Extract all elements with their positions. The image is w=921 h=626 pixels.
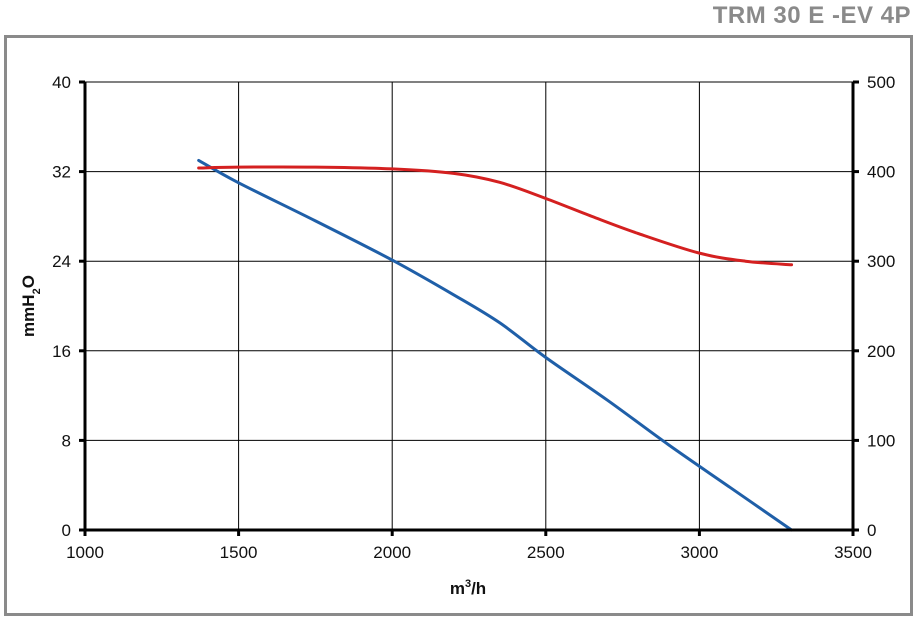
y-tick-label: 24 xyxy=(52,252,71,271)
y-axis-label: mmH2O xyxy=(19,275,43,337)
y2-tick-label: 400 xyxy=(867,163,895,182)
chart-title: TRM 30 E -EV 4P xyxy=(712,2,911,29)
y2-tick-label: 100 xyxy=(867,431,895,450)
x-tick-label: 2500 xyxy=(527,543,565,562)
y-tick-label: 8 xyxy=(62,431,71,450)
chart-frame xyxy=(4,35,913,616)
y2-tick-label: 300 xyxy=(867,252,895,271)
pressure-curve-line xyxy=(197,158,794,532)
y2-tick-label: 0 xyxy=(867,521,876,540)
y-tick-label: 32 xyxy=(52,163,71,182)
series-lines xyxy=(197,158,794,532)
x-tick-label: 2000 xyxy=(373,543,411,562)
y-tick-label: 16 xyxy=(52,342,71,361)
y-tick-label: 0 xyxy=(62,521,71,540)
x-axis-label: m3/h xyxy=(450,578,486,598)
x-tick-label: 1000 xyxy=(66,543,104,562)
y2-tick-label: 500 xyxy=(867,73,895,92)
x-tick-label: 1500 xyxy=(220,543,258,562)
grid-lines xyxy=(84,81,854,531)
axes xyxy=(79,80,859,536)
y-tick-label: 40 xyxy=(52,73,71,92)
x-tick-label: 3500 xyxy=(834,543,872,562)
tick-labels: 1000 1500 2000 2500 3000 35000816243240010020… xyxy=(52,73,895,562)
power-curve-line xyxy=(197,165,794,267)
y2-tick-label: 200 xyxy=(867,342,895,361)
x-tick-label: 3000 xyxy=(680,543,718,562)
